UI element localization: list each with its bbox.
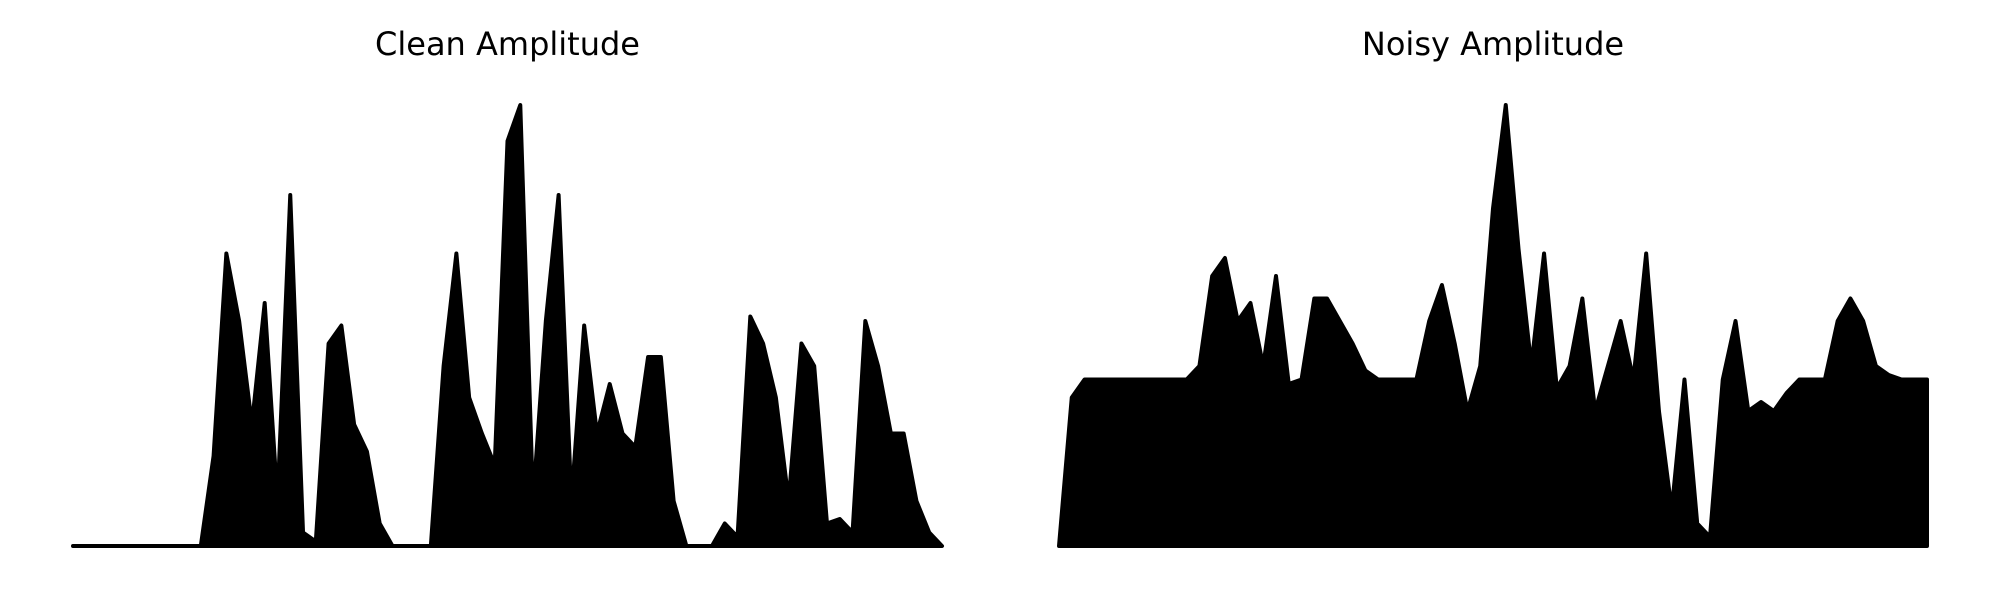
amplitude-envelope <box>1057 103 1929 548</box>
chart-title: Noisy Amplitude <box>1362 25 1624 63</box>
chart-title: Clean Amplitude <box>375 25 640 63</box>
amplitude-envelope <box>71 103 944 548</box>
